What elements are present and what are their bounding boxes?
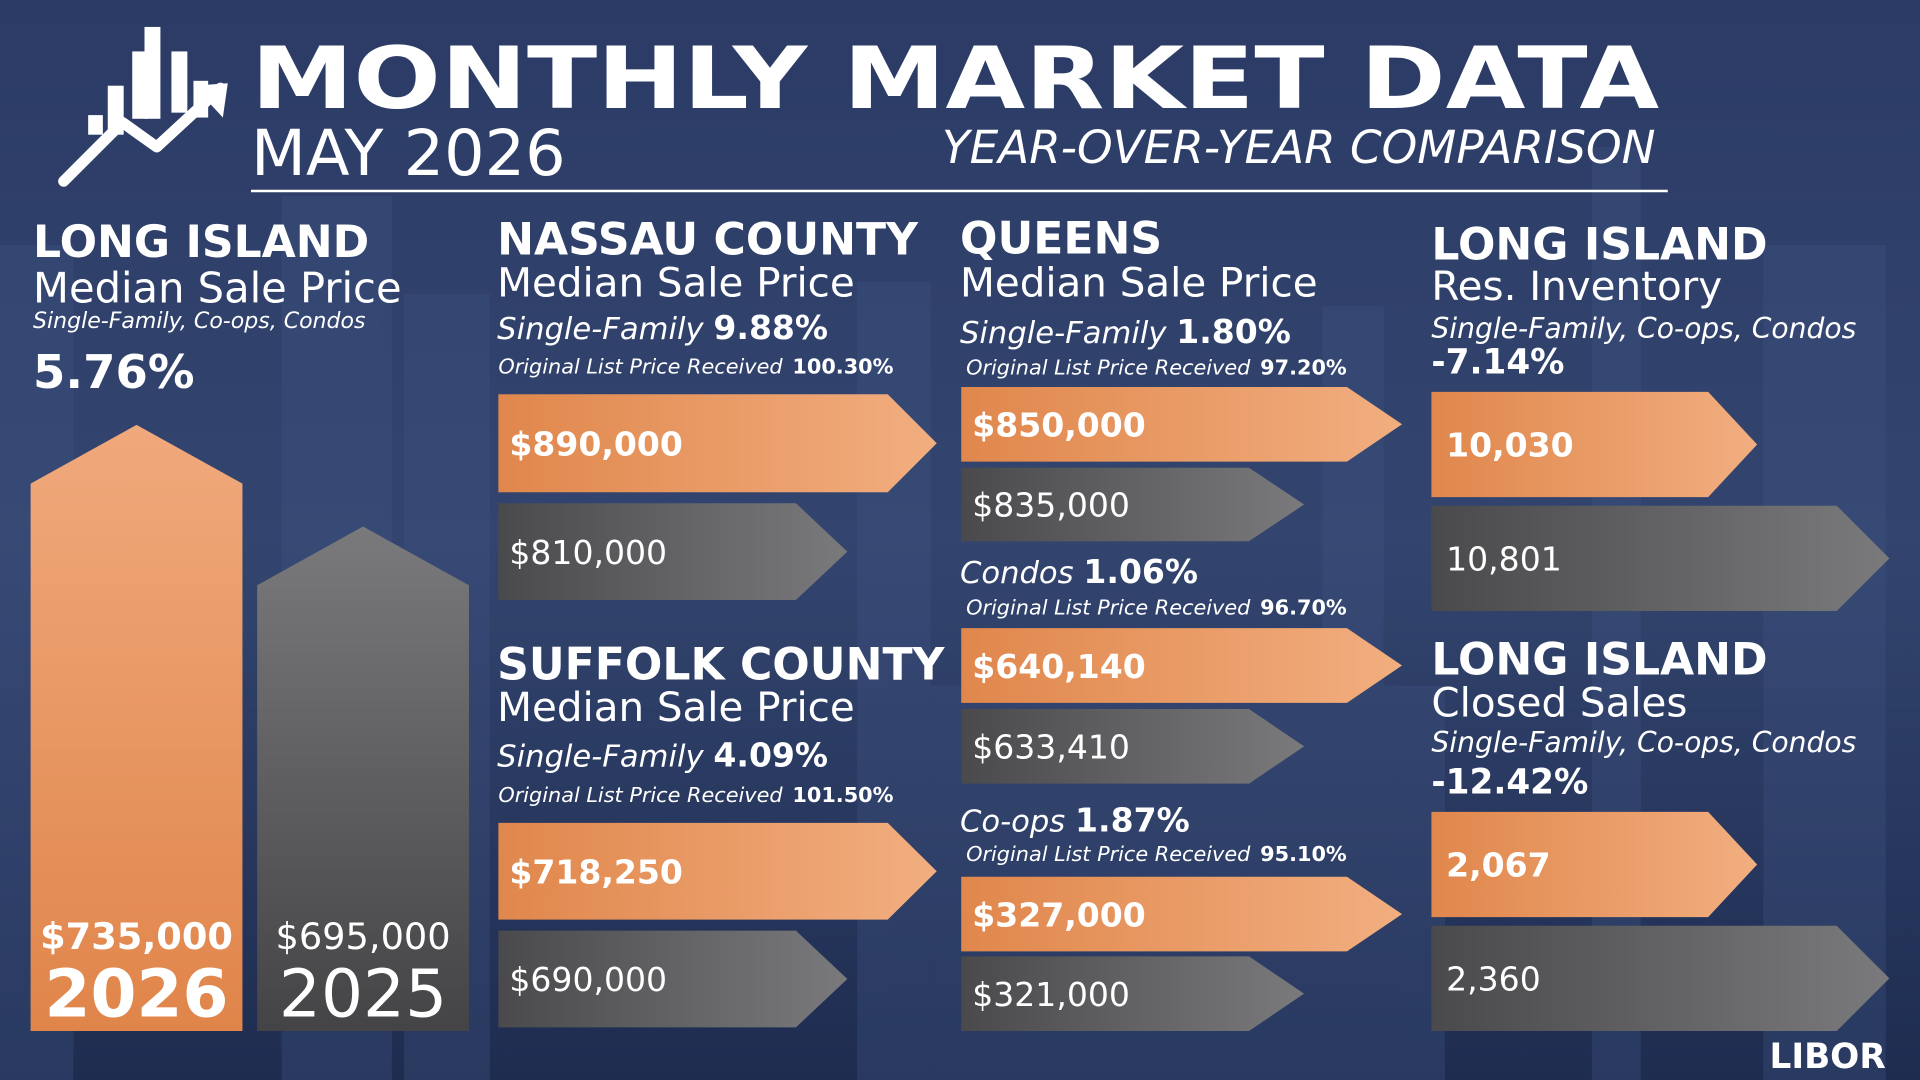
scope: Single-Family, Co-ops, Condos: [1431, 726, 1856, 759]
olp-value: 96.70%: [1260, 596, 1347, 620]
segment-change-label: Condos: [960, 556, 1074, 591]
change: -7.14%: [1431, 342, 1564, 382]
region: LONG ISLAND: [33, 217, 369, 268]
previous-value: $633,410: [972, 728, 1130, 767]
bar-year: 2026: [45, 955, 229, 1032]
segment-change-label: Co-ops: [960, 804, 1065, 839]
olp-label: Original List Price Received: [966, 356, 1251, 380]
previous-arrow: [1431, 505, 1890, 612]
scope: Single-Family, Co-ops, Condos: [33, 309, 366, 334]
current-value: 2,067: [1446, 846, 1551, 885]
previous-value: $690,000: [509, 960, 667, 999]
region: LONG ISLAND: [1431, 635, 1767, 686]
previous-arrow: [961, 708, 1305, 784]
metric: Median Sale Price: [497, 258, 855, 306]
segment-change: Single-Family 4.09%: [497, 736, 828, 775]
metric: Res. Inventory: [1431, 262, 1722, 310]
segment-change-value: 9.88%: [713, 308, 828, 347]
logo: [58, 26, 228, 187]
segment-change: Single-Family 9.88%: [497, 308, 828, 347]
olp-label: Original List Price Received: [498, 783, 783, 807]
current-arrow: [961, 628, 1403, 703]
bar-value: $695,000: [275, 915, 450, 958]
change: -12.42%: [1431, 762, 1588, 802]
segment-change-value: 4.09%: [713, 736, 828, 775]
olp: Original List Price Received 100.30%: [498, 354, 893, 378]
olp: Original List Price Received 97.20%: [966, 356, 1347, 380]
previous-arrow: [961, 956, 1305, 1032]
previous-value: $321,000: [972, 975, 1130, 1014]
current-arrow: [961, 876, 1403, 952]
olp: Original List Price Received 101.50%: [498, 783, 893, 807]
current-value: $850,000: [972, 406, 1146, 445]
olp-label: Original List Price Received: [966, 596, 1251, 620]
current-value: $327,000: [972, 895, 1146, 934]
metric: Median Sale Price: [33, 263, 402, 312]
segment-change-label: Single-Family: [497, 312, 704, 347]
current-arrow: [1431, 811, 1758, 918]
current-value: $640,140: [972, 647, 1146, 686]
previous-value: $835,000: [972, 486, 1130, 525]
olp-value: 95.10%: [1260, 842, 1347, 866]
segment-change-label: Single-Family: [960, 316, 1167, 351]
metric: Median Sale Price: [960, 258, 1318, 306]
bar-value: $735,000: [40, 915, 233, 958]
county-name: SUFFOLK COUNTY: [497, 640, 945, 691]
olp-value: 101.50%: [792, 783, 893, 807]
county-name: NASSAU COUNTY: [497, 215, 919, 266]
current-arrow: [498, 394, 937, 493]
previous-value: 2,360: [1446, 960, 1541, 999]
scope: Single-Family, Co-ops, Condos: [1431, 312, 1856, 345]
previous-value: 10,801: [1446, 540, 1562, 579]
date: MAY 2026: [251, 117, 566, 191]
previous-arrow: [498, 930, 848, 1028]
olp-label: Original List Price Received: [966, 842, 1251, 866]
olp-value: 97.20%: [1260, 356, 1347, 380]
bar-year: 2025: [279, 955, 447, 1032]
change: 5.76%: [33, 345, 194, 399]
subtitle: YEAR-OVER-YEAR COMPARISON: [942, 121, 1656, 174]
olp-label: Original List Price Received: [498, 354, 783, 378]
previous-arrow: [498, 503, 848, 600]
current-arrow: [961, 386, 1403, 462]
segment-change: Co-ops 1.87%: [960, 800, 1190, 839]
olp-value: 100.30%: [792, 354, 893, 378]
previous-arrow: [961, 467, 1305, 542]
current-value: 10,030: [1446, 426, 1574, 465]
previous-value: $810,000: [509, 533, 667, 572]
current-arrow: [498, 822, 937, 920]
county-name: QUEENS: [960, 213, 1162, 264]
year-bar: [257, 526, 469, 1032]
segment-change: Single-Family 1.80%: [960, 312, 1291, 351]
current-arrow: [1431, 391, 1758, 498]
brand: LIBOR: [1769, 1037, 1885, 1077]
current-value: $718,250: [509, 852, 683, 891]
previous-arrow: [1431, 925, 1890, 1032]
olp: Original List Price Received 95.10%: [966, 842, 1347, 866]
metric: Median Sale Price: [497, 683, 855, 731]
year-bar: [30, 424, 243, 1032]
region: LONG ISLAND: [1431, 220, 1767, 271]
title: MONTHLY MARKET DATA: [251, 29, 1659, 129]
segment-change-label: Single-Family: [497, 740, 704, 775]
olp: Original List Price Received 96.70%: [966, 596, 1347, 620]
segment-change-value: 1.87%: [1075, 800, 1190, 839]
segment-change-value: 1.06%: [1083, 552, 1198, 591]
segment-change-value: 1.80%: [1176, 312, 1291, 351]
current-value: $890,000: [509, 425, 683, 464]
metric: Closed Sales: [1431, 678, 1687, 726]
segment-change: Condos 1.06%: [960, 552, 1198, 591]
